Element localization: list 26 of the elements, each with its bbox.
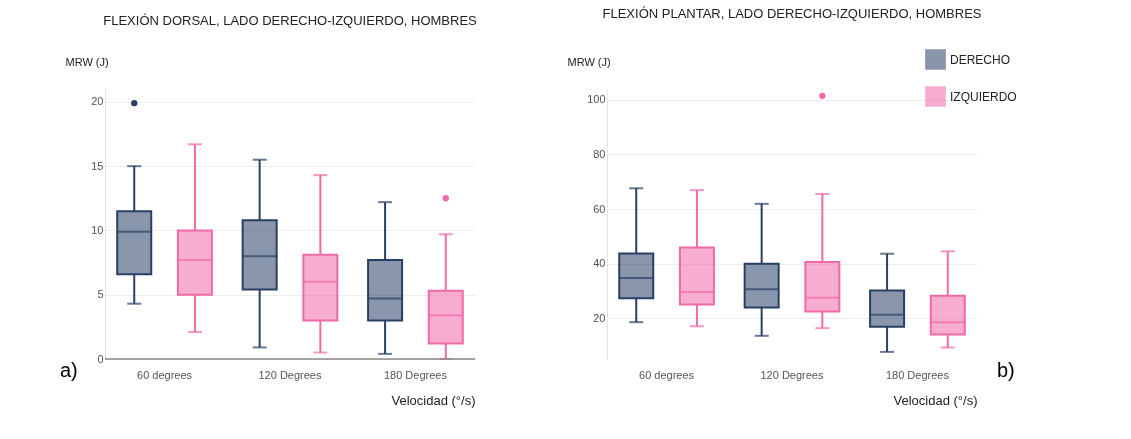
y-axis-title: MRW (J) [65, 55, 109, 68]
x-tick-label: 180 Degrees [885, 368, 950, 381]
y-axis-title: MRW (J) [567, 55, 611, 68]
y-tick-label: 10 [91, 223, 104, 236]
y-tick-label: 80 [593, 147, 606, 160]
x-tick-label: 120 Degrees [760, 368, 824, 381]
x-tick-label: 120 Degrees [258, 368, 322, 381]
x-axis-title: Velocidad (°/s) [391, 392, 476, 408]
y-tick-label: 0 [97, 352, 104, 365]
y-tick-label: 100 [587, 93, 606, 106]
text: b) [997, 359, 1015, 381]
x-tick-label: 60 degrees [639, 368, 695, 381]
legend-label: DERECHO [950, 52, 1011, 67]
y-tick-label: 20 [91, 95, 104, 108]
x-tick-label: 60 degrees [137, 368, 193, 381]
y-tick-label: 20 [593, 311, 606, 324]
y-tick-label: 60 [593, 202, 606, 215]
x-tick-label: 180 Degrees [383, 368, 448, 381]
chart-title: FLEXIÓN PLANTAR, LADO DERECHO-IZQUIERDO, HOMBRES [602, 6, 982, 21]
y-tick-label: 5 [97, 288, 104, 301]
y-tick-label: 40 [593, 257, 606, 270]
x-axis-title: Velocidad (°/s) [893, 392, 978, 408]
text: a) [60, 359, 78, 381]
chart-title: FLEXIÓN DORSAL, LADO DERECHO-IZQUIERDO, HOMBRES [103, 13, 478, 28]
legend-label: IZQUIERDO [950, 89, 1017, 104]
y-tick-label: 15 [91, 159, 104, 172]
